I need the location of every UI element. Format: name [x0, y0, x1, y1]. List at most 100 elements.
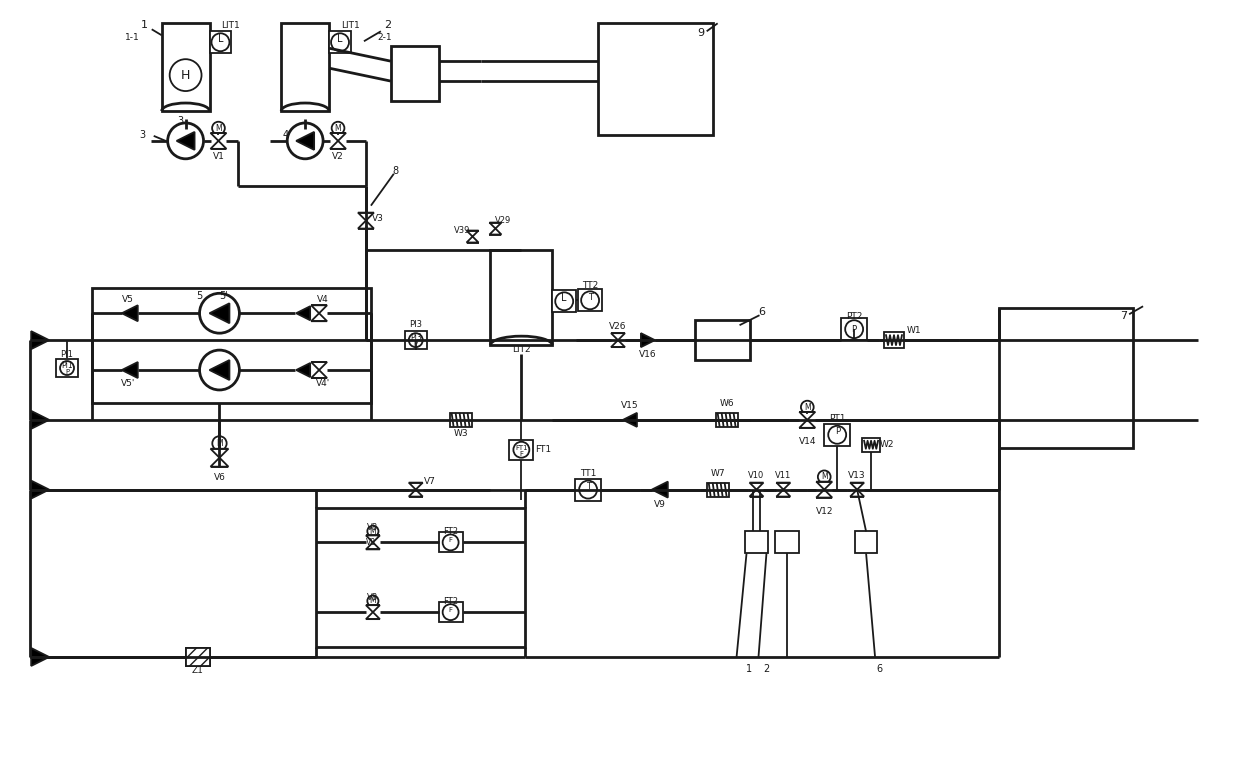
Polygon shape — [296, 306, 310, 320]
Circle shape — [170, 59, 202, 91]
Text: V8: V8 — [367, 523, 378, 532]
Bar — [841, 318, 867, 340]
Polygon shape — [366, 535, 380, 543]
Polygon shape — [311, 370, 327, 378]
Circle shape — [818, 471, 830, 483]
Polygon shape — [121, 362, 138, 378]
Circle shape — [212, 122, 224, 134]
Bar — [855, 531, 877, 553]
Circle shape — [581, 291, 600, 309]
Polygon shape — [777, 490, 790, 496]
Text: 3: 3 — [140, 130, 146, 140]
Bar — [706, 483, 729, 496]
Polygon shape — [211, 458, 228, 467]
Bar — [862, 438, 880, 452]
Text: V8: V8 — [367, 593, 378, 602]
Text: M: M — [821, 472, 828, 481]
Polygon shape — [777, 483, 790, 490]
Polygon shape — [311, 305, 327, 313]
Bar — [439, 532, 462, 553]
Text: V13: V13 — [849, 471, 866, 480]
Text: V2: V2 — [332, 152, 344, 161]
Polygon shape — [611, 340, 624, 347]
Bar — [824, 424, 850, 446]
Text: 2-1: 2-1 — [377, 33, 392, 42]
Polygon shape — [31, 648, 50, 666]
Bar — [450, 413, 472, 427]
Text: V1: V1 — [213, 152, 224, 161]
Polygon shape — [358, 212, 374, 221]
Polygon shape — [489, 229, 502, 234]
Text: M: M — [369, 597, 377, 606]
Polygon shape — [211, 449, 228, 458]
Circle shape — [59, 361, 74, 375]
Text: V29: V29 — [496, 216, 512, 225]
Text: 7: 7 — [1120, 312, 1127, 321]
Polygon shape — [489, 223, 502, 229]
Circle shape — [332, 122, 344, 134]
Text: H: H — [181, 69, 191, 82]
Text: L: L — [561, 293, 567, 303]
Text: W3: W3 — [453, 429, 468, 438]
Polygon shape — [330, 133, 346, 141]
Text: V15: V15 — [621, 402, 639, 410]
Text: P: P — [835, 428, 840, 437]
Polygon shape — [750, 483, 763, 490]
Circle shape — [287, 123, 323, 159]
Text: PI3: PI3 — [409, 320, 422, 329]
Bar — [999, 309, 1134, 448]
Text: P: P — [851, 324, 856, 334]
Text: 1: 1 — [141, 20, 147, 30]
Polygon shape — [817, 481, 833, 490]
Polygon shape — [177, 132, 195, 150]
Polygon shape — [358, 221, 374, 229]
Polygon shape — [121, 305, 138, 321]
Polygon shape — [31, 481, 50, 499]
Circle shape — [199, 293, 239, 334]
Text: V39: V39 — [455, 226, 471, 235]
Circle shape — [167, 123, 203, 159]
Circle shape — [367, 525, 378, 537]
Bar — [316, 508, 525, 647]
Circle shape — [409, 334, 422, 347]
Text: FT2: FT2 — [444, 527, 458, 536]
Text: 4: 4 — [282, 130, 289, 140]
Polygon shape — [750, 490, 763, 496]
Text: W6: W6 — [720, 399, 733, 409]
Text: 2: 2 — [763, 664, 769, 674]
Bar — [330, 31, 351, 53]
Bar — [575, 478, 601, 500]
Bar — [390, 46, 439, 101]
Circle shape — [331, 33, 349, 52]
Bar — [598, 23, 712, 135]
Text: P: P — [414, 341, 418, 347]
Bar — [509, 440, 533, 459]
Text: Z1: Z1 — [192, 666, 203, 675]
Text: 5: 5 — [197, 291, 203, 301]
Circle shape — [828, 426, 846, 443]
Text: 6: 6 — [876, 664, 882, 674]
Polygon shape — [817, 490, 833, 497]
Text: 6: 6 — [758, 307, 764, 318]
Text: LIT1: LIT1 — [341, 20, 359, 30]
Polygon shape — [467, 230, 478, 236]
Bar — [161, 23, 209, 111]
Polygon shape — [850, 490, 864, 496]
Text: TT2: TT2 — [582, 281, 598, 290]
Text: PI3: PI3 — [410, 333, 421, 342]
Text: V5': V5' — [120, 380, 135, 389]
Text: V11: V11 — [776, 471, 792, 480]
Bar — [186, 648, 209, 666]
Bar — [553, 290, 576, 312]
Text: 1-1: 1-1 — [125, 33, 140, 42]
Bar — [56, 359, 78, 377]
Text: PT2: PT2 — [846, 312, 862, 321]
Text: M: M — [335, 124, 342, 133]
Text: F: F — [519, 451, 523, 457]
Polygon shape — [330, 141, 346, 149]
Circle shape — [513, 442, 529, 458]
Polygon shape — [366, 612, 380, 619]
Text: V4: V4 — [317, 295, 330, 304]
Polygon shape — [296, 363, 310, 377]
Polygon shape — [296, 132, 315, 150]
